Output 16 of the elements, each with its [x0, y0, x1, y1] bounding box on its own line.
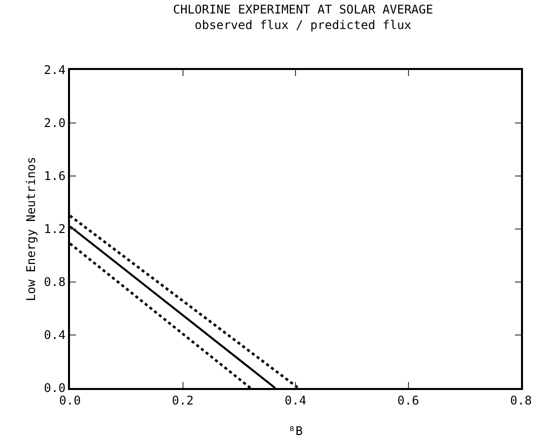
- x-tick-label: 0.6: [397, 393, 420, 408]
- chart-title: CHLORINE EXPERIMENT AT SOLAR AVERAGE: [173, 2, 434, 16]
- chart-subtitle: observed flux / predicted flux: [194, 18, 412, 32]
- y-tick-label: 2.0: [44, 116, 66, 130]
- x-tick-label: 0.8: [510, 393, 532, 408]
- y-tick-label: 2.4: [44, 63, 66, 78]
- y-tick-label: 1.6: [44, 169, 66, 184]
- y-tick-label: 0.4: [44, 328, 66, 342]
- x-tick-label: 0.4: [284, 393, 306, 408]
- y-axis-title: Low Energy Neutrinos: [24, 156, 38, 302]
- x-tick-label: 0.2: [172, 393, 194, 408]
- x-tick-label: 0.0: [59, 393, 81, 408]
- y-tick-label: 0.0: [44, 381, 66, 396]
- y-tick-label: 1.2: [44, 222, 66, 236]
- y-tick-label: 0.8: [44, 275, 66, 290]
- x-axis-title: ⁸B: [288, 424, 303, 438]
